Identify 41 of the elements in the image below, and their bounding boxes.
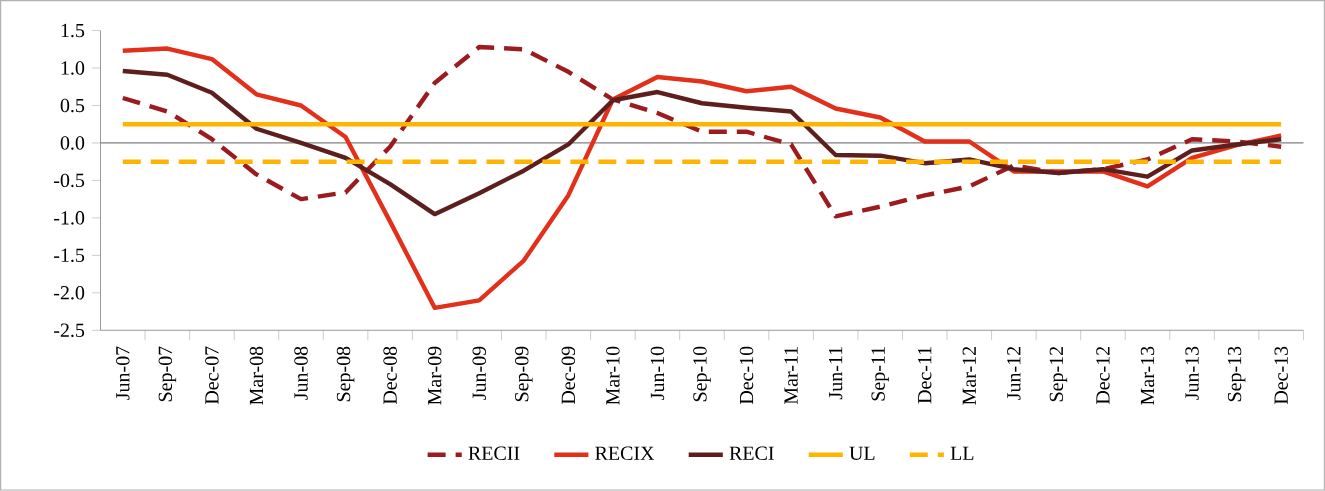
y-tick-label: -1.0 <box>54 211 85 225</box>
x-tick-label: Jun-12 <box>1007 347 1021 400</box>
x-tick-label: Jun-11 <box>828 347 843 400</box>
x-tick-label: Sep-13 <box>1227 346 1246 402</box>
x-tick-label: Sep-10 <box>693 346 711 402</box>
y-tick-label: 0.0 <box>60 136 85 150</box>
x-tick-label: Mar-10 <box>606 346 620 405</box>
x-tick-label: Jun-13 <box>1185 346 1199 400</box>
legend-label: RECII <box>468 446 520 461</box>
x-tick-label: Dec-09 <box>561 346 576 405</box>
y-tick-label: -1.5 <box>54 248 85 263</box>
legend-label: LL <box>950 446 974 460</box>
x-tick-label: Mar-13 <box>1140 346 1155 405</box>
y-tick-label: 0.5 <box>60 98 85 113</box>
y-tick-label: -0.5 <box>54 173 85 188</box>
x-tick-label: Sep-11 <box>871 347 889 401</box>
y-tick-label: -2.5 <box>54 323 85 338</box>
x-tick-label: Sep-07 <box>158 346 177 402</box>
x-tick-label: Jun-08 <box>294 346 308 400</box>
x-tick-label: Sep-09 <box>514 346 533 402</box>
y-tick-label: 1.5 <box>61 23 85 38</box>
x-tick-label: Mar-09 <box>427 346 442 405</box>
y-tick-label: 1.0 <box>61 61 85 75</box>
x-tick-label: Jun-10 <box>650 346 665 400</box>
x-tick-label: Dec-07 <box>205 346 219 405</box>
legend-label: RECIX <box>595 446 655 461</box>
y-tick-label: -2.0 <box>54 286 85 300</box>
x-tick-label: Dec-13 <box>1274 346 1288 405</box>
legend-label: RECI <box>729 446 774 461</box>
x-tick-label: Sep-12 <box>1049 347 1068 402</box>
x-tick-label: Mar-12 <box>962 347 976 405</box>
x-tick-label: Mar-08 <box>249 346 264 405</box>
x-tick-label: Jun-07 <box>116 346 130 400</box>
x-tick-label: Dec-10 <box>739 346 754 405</box>
legend-label: UL <box>849 446 875 461</box>
x-tick-label: Dec-11 <box>918 347 932 404</box>
x-tick-label: Jun-09 <box>472 346 486 400</box>
x-tick-label: Dec-12 <box>1096 347 1110 405</box>
x-tick-label: Mar-11 <box>784 347 798 405</box>
x-tick-label: Dec-08 <box>383 346 397 405</box>
x-tick-label: Sep-08 <box>336 346 355 402</box>
